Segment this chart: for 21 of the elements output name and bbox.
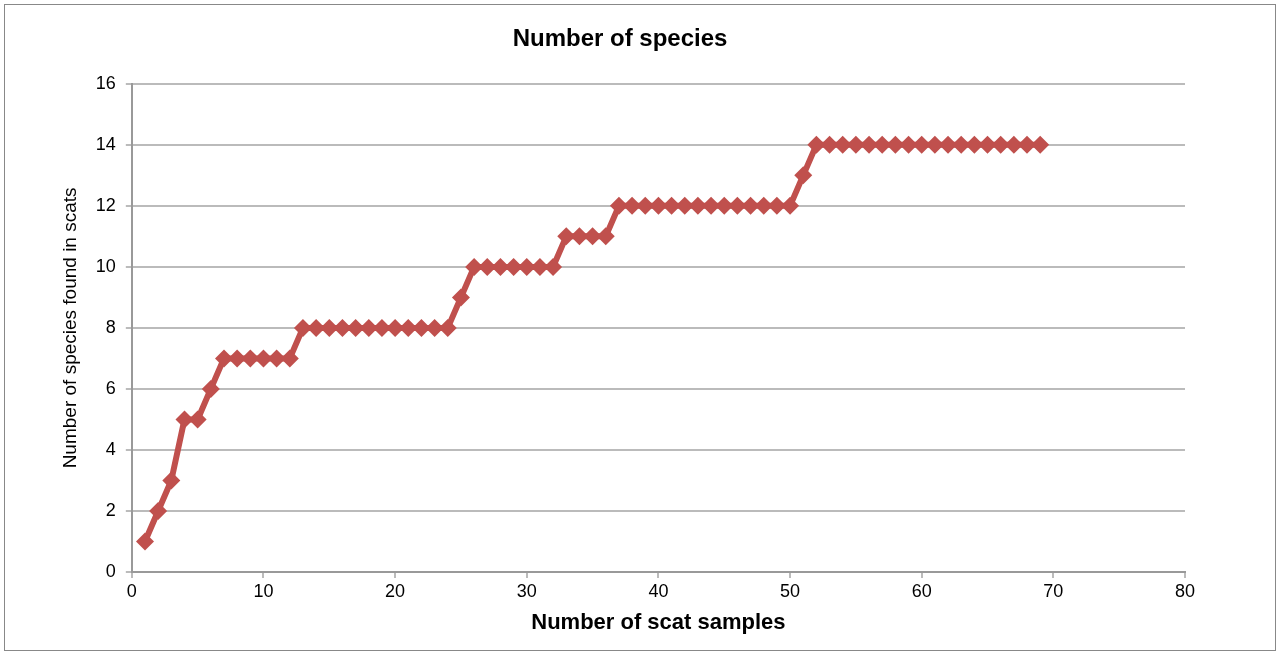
y-tick-label: 8 <box>105 316 116 337</box>
y-tick-label: 6 <box>105 377 116 398</box>
x-tick-label: 70 <box>1043 580 1064 601</box>
chart-title: Number of species <box>512 24 728 52</box>
y-tick-label: 10 <box>95 255 116 276</box>
y-tick-label: 12 <box>95 194 116 215</box>
y-tick-label: 2 <box>105 499 116 520</box>
x-tick-label: 0 <box>126 580 137 601</box>
x-tick-label: 10 <box>253 580 274 601</box>
x-tick-label: 40 <box>648 580 669 601</box>
x-tick-label: 50 <box>780 580 801 601</box>
x-tick-label: 30 <box>516 580 537 601</box>
x-axis-title: Number of scat samples <box>531 608 786 634</box>
y-axis-title: Number of species found in scats <box>58 187 80 469</box>
y-tick-label: 14 <box>95 133 116 154</box>
x-tick-label: 20 <box>385 580 406 601</box>
x-tick-label: 60 <box>911 580 932 601</box>
y-tick-label: 0 <box>105 560 116 581</box>
y-tick-label: 16 <box>95 72 116 93</box>
x-tick-label: 80 <box>1174 580 1196 601</box>
y-tick-label: 4 <box>105 438 116 459</box>
